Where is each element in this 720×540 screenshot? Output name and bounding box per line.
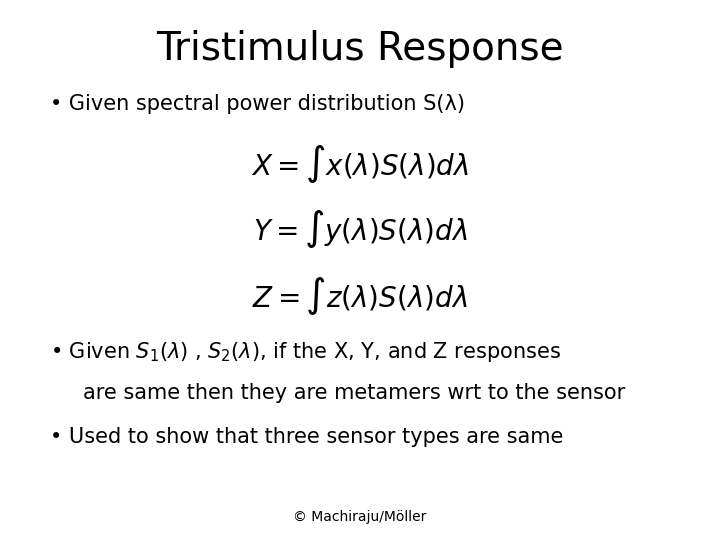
Text: • Given spectral power distribution S(λ): • Given spectral power distribution S(λ)	[50, 94, 465, 114]
Text: • Given $S_1(\lambda)$ , $S_2(\lambda)$, if the X, Y, and Z responses: • Given $S_1(\lambda)$ , $S_2(\lambda)$,…	[50, 340, 562, 364]
Text: $Y = \int y(\lambda)S(\lambda)d\lambda$: $Y = \int y(\lambda)S(\lambda)d\lambda$	[253, 208, 467, 250]
Text: • Used to show that three sensor types are same: • Used to show that three sensor types a…	[50, 427, 564, 447]
Text: © Machiraju/Möller: © Machiraju/Möller	[293, 510, 427, 524]
Text: Tristimulus Response: Tristimulus Response	[156, 30, 564, 68]
Text: $Z = \int z(\lambda)S(\lambda)d\lambda$: $Z = \int z(\lambda)S(\lambda)d\lambda$	[252, 275, 468, 318]
Text: are same then they are metamers wrt to the sensor: are same then they are metamers wrt to t…	[83, 383, 625, 403]
Text: $X = \int x(\lambda)S(\lambda)d\lambda$: $X = \int x(\lambda)S(\lambda)d\lambda$	[251, 143, 469, 185]
